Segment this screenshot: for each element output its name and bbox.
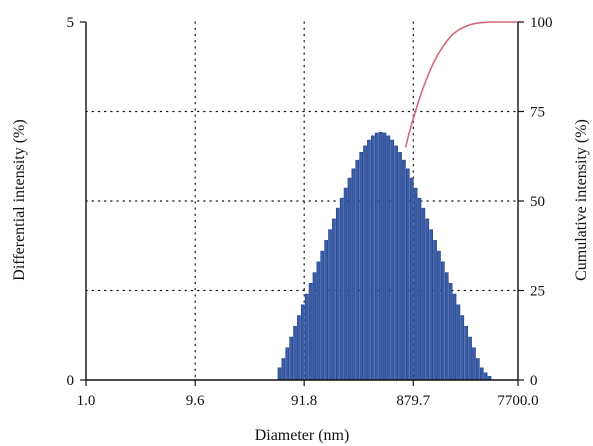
right-tick-label: 75 — [530, 105, 545, 121]
size-bar — [437, 250, 441, 381]
size-bar — [285, 347, 290, 381]
right-tick-label: 50 — [530, 194, 545, 210]
x-tick-label: 7700.0 — [497, 393, 538, 409]
right-tick-label: 25 — [530, 284, 545, 300]
size-bar — [456, 304, 461, 381]
size-bar — [359, 152, 363, 381]
size-bar — [281, 358, 286, 381]
size-bar — [464, 325, 469, 381]
size-bar — [460, 315, 465, 381]
size-bar — [429, 229, 434, 381]
size-bar — [374, 132, 379, 381]
left-tick-label: 5 — [67, 15, 75, 31]
size-bar — [320, 250, 325, 381]
x-tick-label: 91.8 — [291, 393, 317, 409]
size-bar — [363, 145, 367, 381]
size-bar — [347, 177, 352, 381]
size-bar — [312, 272, 317, 381]
size-bar — [386, 135, 391, 381]
x-tick-label: 1.0 — [77, 393, 96, 409]
size-bar — [468, 336, 472, 381]
size-bar — [413, 187, 418, 381]
size-bar — [297, 315, 301, 381]
size-bar — [409, 177, 414, 381]
size-bar — [390, 139, 395, 381]
size-bar — [448, 283, 453, 381]
size-bar — [479, 367, 484, 381]
right-tick-label: 0 — [530, 373, 538, 389]
size-bar — [452, 293, 457, 381]
size-bar — [483, 372, 488, 381]
size-bar — [382, 132, 387, 381]
size-bar — [440, 261, 445, 381]
right-y-axis-label: Cumulative intensity (%) — [573, 119, 590, 281]
x-tick-label: 9.6 — [186, 393, 205, 409]
size-bar — [472, 347, 476, 381]
size-bar — [308, 283, 313, 381]
size-bar — [367, 139, 371, 381]
right-tick-label: 100 — [530, 15, 553, 31]
size-bar — [335, 207, 340, 381]
size-bar — [370, 135, 375, 381]
size-bar — [425, 218, 430, 381]
size-bar — [277, 367, 282, 381]
size-bar — [289, 336, 294, 381]
x-axis-label: Diameter (nm) — [255, 427, 350, 444]
size-bar — [293, 325, 297, 381]
size-bar — [417, 197, 422, 381]
size-bar — [405, 168, 410, 381]
left-y-axis-label: Differential intensity (%) — [11, 119, 28, 280]
cumulative-curve — [404, 21, 518, 148]
differential-bars — [277, 131, 492, 381]
size-bar — [398, 152, 402, 381]
size-bar — [444, 272, 449, 381]
size-bar — [304, 293, 309, 381]
size-bar — [343, 187, 348, 381]
size-bar — [332, 218, 336, 381]
size-bar — [378, 131, 383, 381]
x-tick-label: 879.7 — [396, 393, 430, 409]
size-bar — [324, 240, 328, 381]
left-tick-label: 0 — [67, 373, 75, 389]
size-bar — [316, 261, 321, 381]
size-bar — [355, 159, 360, 381]
size-bar — [300, 304, 305, 381]
size-bar — [394, 145, 399, 381]
size-bar — [402, 159, 406, 381]
size-bar — [351, 168, 356, 381]
size-bar — [421, 207, 426, 381]
size-bar — [475, 358, 480, 381]
size-bar — [328, 229, 332, 381]
size-bar — [339, 197, 344, 381]
cumulative-line — [404, 21, 518, 148]
size-bar — [433, 240, 437, 381]
